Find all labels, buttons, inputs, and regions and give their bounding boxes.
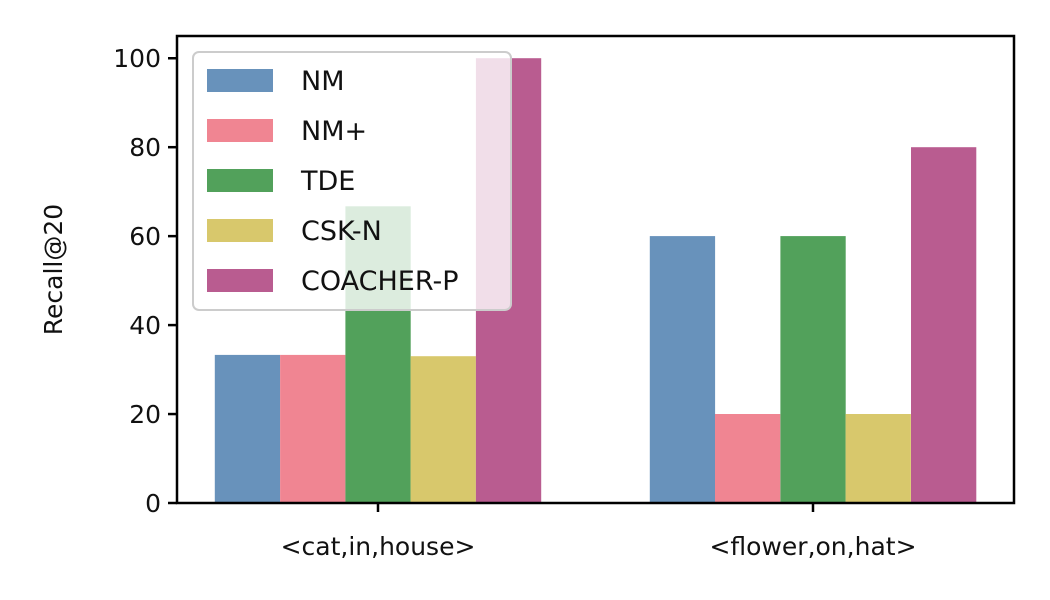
bar-coacher-p-2 [911,147,977,503]
legend-swatch [207,269,273,292]
legend-swatch [207,219,273,242]
legend-label: NM [301,66,345,97]
y-tick-label: 20 [129,400,161,429]
y-axis: 0 20 40 60 80 100 [113,44,177,518]
legend-box [192,51,512,311]
bar-tde-2 [780,236,846,503]
legend-label: NM+ [301,116,367,147]
y-tick-label: 0 [145,489,161,518]
x-axis: <cat,in,house> <flower,on,hat> [281,503,917,561]
legend-label: CSK-N [301,216,382,247]
plot-frame [175,34,1016,505]
legend-swatch [207,69,273,92]
y-tick-label: 80 [129,133,161,162]
legend-swatch [207,169,273,192]
x-tick-label: <flower,on,hat> [709,532,916,561]
bar-nm--1 [280,354,346,503]
bar-csk-n-2 [845,414,911,503]
bar-csk-n-1 [410,356,476,503]
x-tick-label: <cat,in,house> [281,532,476,561]
legend-label: COACHER-P [301,266,459,297]
bar-nm-1 [214,354,281,503]
bar-nm--2 [715,414,781,503]
y-tick-label: 60 [129,222,161,251]
y-tick-label: 100 [113,44,161,73]
legend-swatch [207,119,273,142]
bar-nm-2 [649,236,716,503]
legend-label: TDE [300,166,355,197]
y-tick-label: 40 [129,311,161,340]
legend: NM NM+ TDE CSK-N COACHER-P [192,51,512,311]
y-axis-title: Recall@20 [39,204,68,335]
